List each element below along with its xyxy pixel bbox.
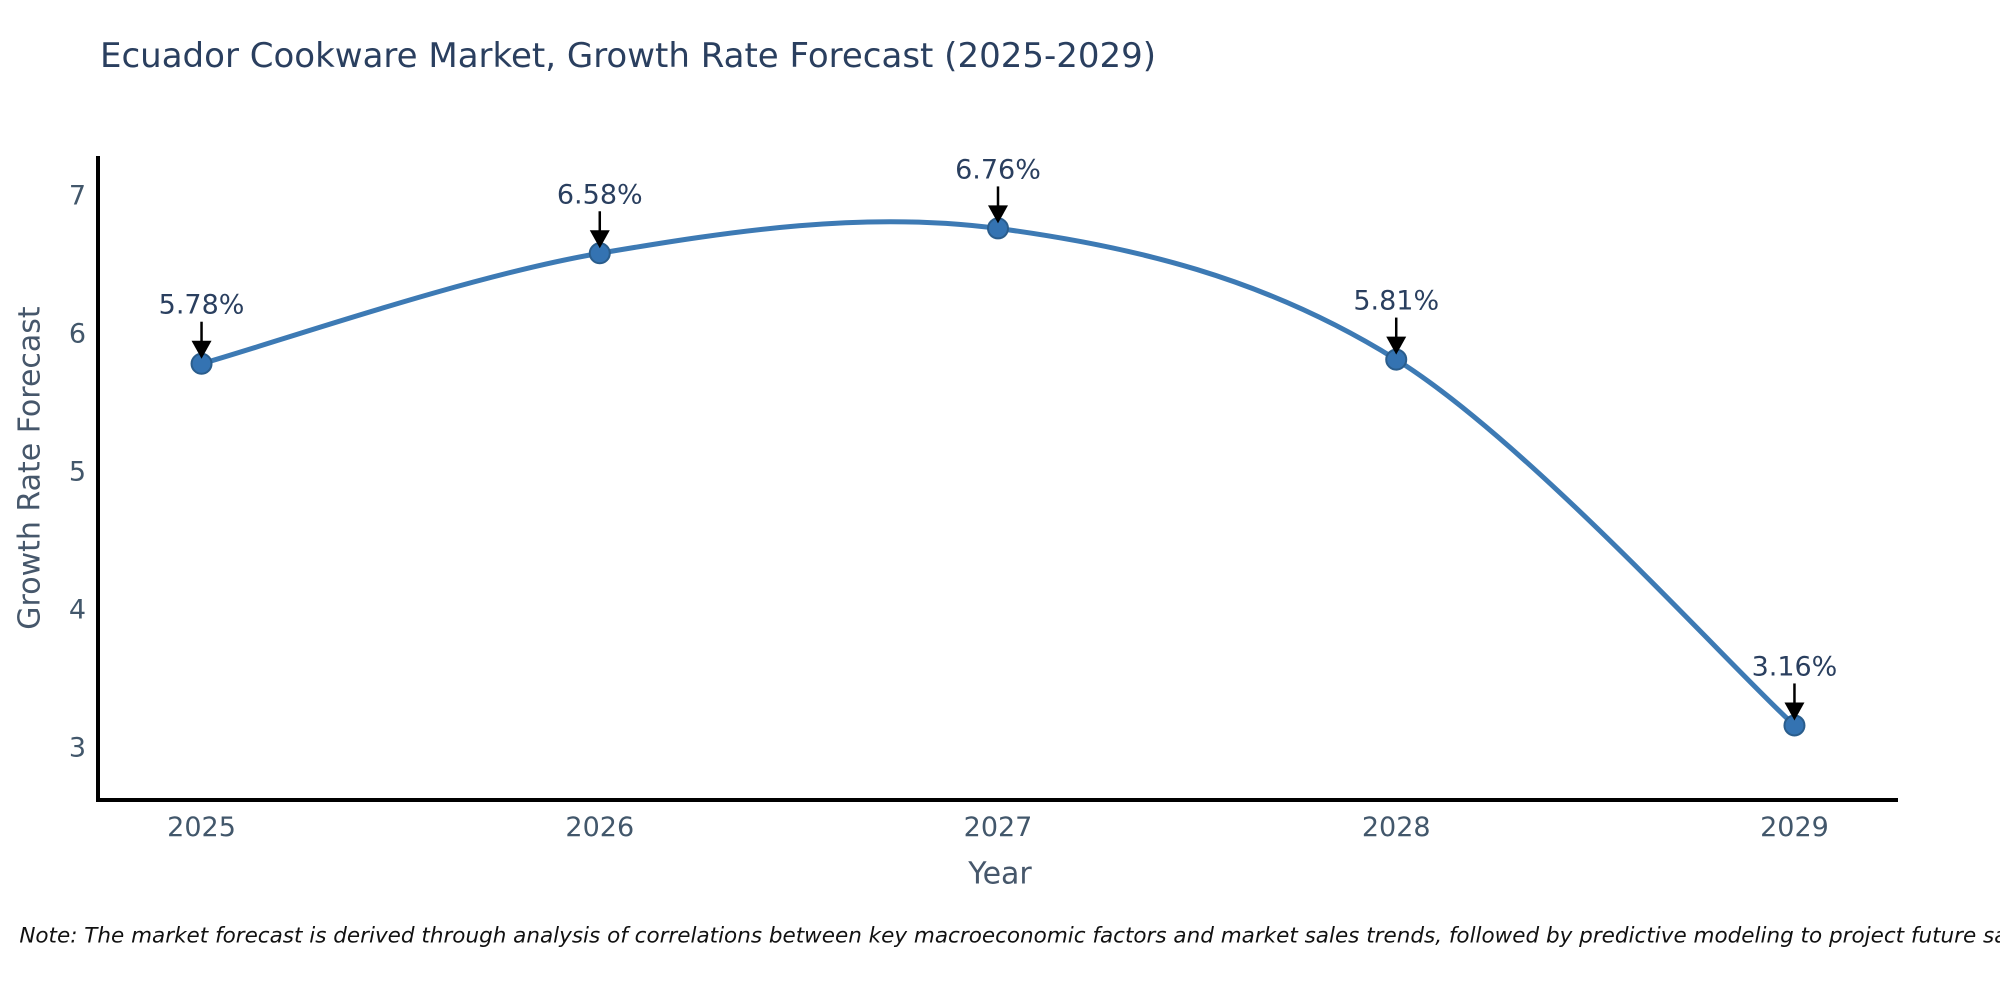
chart-title: Ecuador Cookware Market, Growth Rate For… <box>100 36 1157 76</box>
x-tick-label: 2027 <box>964 812 1033 843</box>
annotation-label: 5.78% <box>159 290 245 321</box>
annotation-arrowhead-icon <box>988 205 1008 224</box>
y-tick-label: 3 <box>69 733 86 764</box>
x-tick-label: 2026 <box>565 812 634 843</box>
x-tick-label: 2028 <box>1362 812 1431 843</box>
forecast-line <box>199 219 1797 728</box>
x-tick-label: 2025 <box>167 812 236 843</box>
annotation-label: 6.58% <box>557 179 643 210</box>
annotation-label: 6.76% <box>955 154 1041 185</box>
y-tick-label: 4 <box>69 594 86 625</box>
annotation-label: 5.81% <box>1353 286 1439 317</box>
annotation-arrowhead-icon <box>191 340 212 359</box>
annotation-arrowhead-icon <box>1386 336 1407 355</box>
footnote: Note: The market forecast is derived thr… <box>19 923 2000 949</box>
y-tick-label: 7 <box>69 180 86 211</box>
y-tick-label: 6 <box>69 318 86 349</box>
y-tick-label: 5 <box>69 456 86 487</box>
annotation-arrowhead-icon <box>1784 702 1805 721</box>
annotation-arrowhead-icon <box>589 230 610 249</box>
x-tick-label: 2029 <box>1760 812 1829 843</box>
y-axis-title: Growth Rate Forecast <box>12 306 48 630</box>
x-axis-title: Year <box>968 856 1032 892</box>
annotation-label: 3.16% <box>1752 651 1838 682</box>
